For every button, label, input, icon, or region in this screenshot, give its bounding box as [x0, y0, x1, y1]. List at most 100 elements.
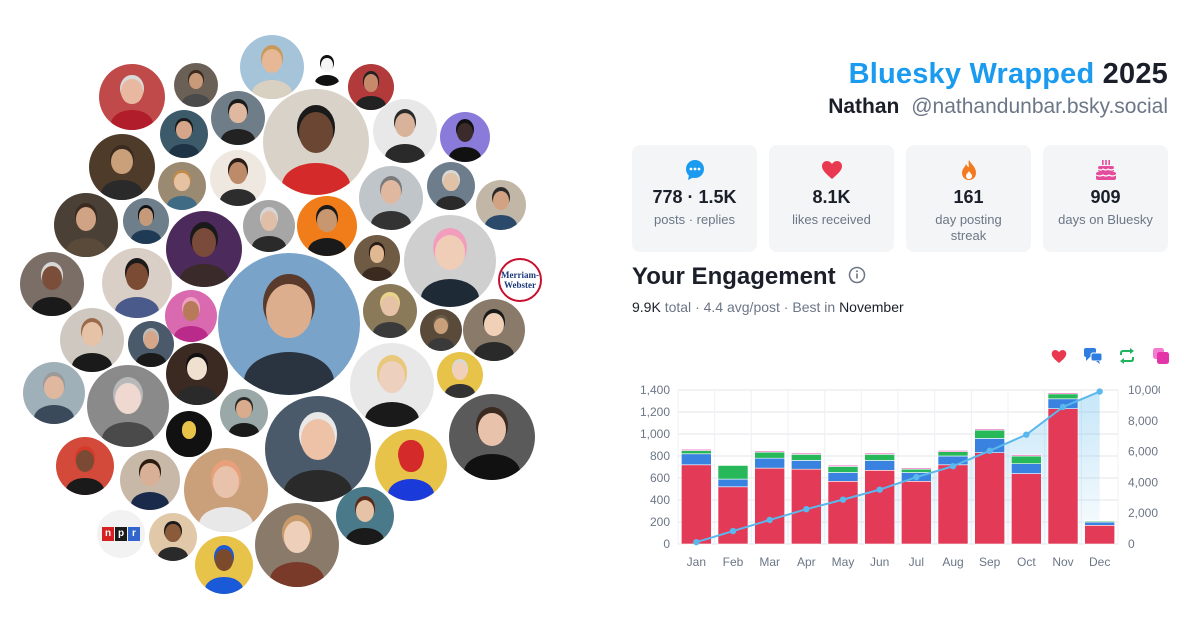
cumulative-point [986, 447, 993, 455]
user-identity: Nathan @nathandunbar.bsky.social [828, 95, 1168, 119]
avatar[interactable] [218, 253, 360, 395]
x-tick-label: Oct [1017, 555, 1036, 569]
avatar[interactable] [476, 180, 526, 230]
repost-icon[interactable] [1118, 347, 1136, 365]
cumulative-point [913, 473, 920, 481]
x-tick-label: Sep [979, 555, 1001, 569]
bar-segment [717, 465, 749, 480]
quote-icon[interactable] [1152, 347, 1170, 365]
bar-segment [937, 451, 969, 457]
avatar[interactable] [449, 394, 535, 480]
cumulative-point [949, 463, 957, 470]
y-left-tick-label: 1,200 [640, 405, 670, 419]
avatar[interactable] [102, 248, 172, 318]
stat-card-days: 909 days on Bluesky [1043, 145, 1168, 252]
avatar[interactable] [243, 200, 295, 252]
avatar[interactable] [166, 343, 228, 405]
avatar[interactable] [255, 503, 339, 587]
avatar[interactable] [336, 487, 394, 545]
avatar[interactable] [404, 215, 496, 307]
bar-segment [1011, 463, 1042, 474]
avatar[interactable] [160, 110, 208, 158]
avatar[interactable] [158, 162, 206, 210]
cumulative-point [1023, 431, 1030, 438]
stat-value: 909 [1090, 187, 1121, 207]
avatar[interactable] [309, 50, 345, 86]
avatar[interactable] [350, 343, 434, 427]
avatar[interactable] [375, 429, 447, 501]
avatar[interactable] [437, 352, 483, 398]
bar-segment [717, 486, 749, 545]
x-tick-label: Dec [1089, 555, 1110, 569]
avatar[interactable] [463, 299, 525, 361]
avatar[interactable] [427, 162, 475, 210]
avatar[interactable] [184, 448, 268, 532]
avatar-cloud: Merriam- Webster n p r [20, 35, 542, 594]
engagement-heading: Your Engagement [632, 263, 836, 290]
avatar[interactable] [211, 91, 265, 145]
avatar[interactable] [240, 35, 304, 99]
avatar[interactable] [359, 166, 423, 230]
avatar[interactable] [297, 196, 357, 256]
avatar[interactable] [354, 235, 400, 281]
y-left-tick-label: 0 [663, 537, 670, 551]
avatar[interactable] [128, 321, 174, 367]
avatar[interactable] [263, 89, 369, 195]
avatar[interactable]: Merriam- Webster [498, 258, 542, 302]
y-left-tick-label: 1,400 [640, 383, 670, 397]
avatar[interactable] [99, 64, 165, 130]
avatar[interactable] [87, 365, 169, 447]
user-handle[interactable]: @nathandunbar.bsky.social [911, 95, 1168, 118]
bar-segment [864, 460, 895, 471]
avatar[interactable] [20, 252, 84, 316]
avatar[interactable] [265, 396, 371, 502]
bar-segment [1047, 392, 1079, 395]
cumulative-line [696, 390, 1101, 544]
avatar[interactable] [166, 211, 242, 287]
cumulative-point [839, 496, 847, 503]
avatar[interactable] [89, 134, 155, 200]
avatar[interactable] [440, 112, 490, 162]
avatar[interactable] [165, 290, 217, 342]
avatar[interactable] [420, 309, 462, 351]
avatar[interactable] [123, 198, 169, 244]
heart-icon[interactable] [1050, 347, 1068, 365]
stat-value: 778 · 1.5K [652, 187, 737, 207]
y-right-tick-label: 10,000 [1128, 383, 1160, 397]
avatar[interactable] [363, 284, 417, 338]
avatar[interactable] [120, 450, 180, 510]
replies-icon[interactable] [1084, 347, 1102, 365]
x-tick-label: Jan [687, 555, 706, 569]
bar-segment [937, 464, 969, 545]
cumulative-point [729, 527, 737, 535]
avatar[interactable] [174, 63, 218, 107]
avatar[interactable] [60, 308, 124, 372]
bar-segment [1084, 521, 1115, 526]
avatar[interactable] [54, 193, 118, 257]
x-tick-label: May [832, 555, 855, 569]
year-label: 2025 [1102, 58, 1168, 90]
chat-bubble-icon [632, 159, 757, 181]
avatar[interactable] [220, 389, 268, 437]
avatar[interactable] [348, 64, 394, 110]
y-right-tick-label: 4,000 [1128, 475, 1158, 489]
avatar[interactable] [149, 513, 197, 561]
bar-segment [827, 466, 859, 473]
avatar[interactable] [210, 150, 266, 206]
avatar[interactable] [23, 362, 85, 424]
engagement-chart: 0 200 400 600 800 1,000 1,200 1,400 0 2,000 4,000 6… [640, 383, 1160, 569]
bar-segment [864, 470, 895, 545]
avatar[interactable] [56, 437, 114, 495]
bar-segment [974, 452, 1005, 545]
avatar[interactable] [373, 99, 437, 163]
info-icon[interactable] [848, 263, 866, 291]
engagement-title: Your Engagement [632, 263, 866, 291]
avatar[interactable] [195, 536, 253, 594]
bar-segment [901, 481, 932, 545]
flame-icon [906, 159, 1031, 181]
avatar[interactable] [166, 411, 212, 457]
bar-segment [901, 467, 932, 470]
stat-card-streak: 161 day posting streak [906, 145, 1031, 252]
